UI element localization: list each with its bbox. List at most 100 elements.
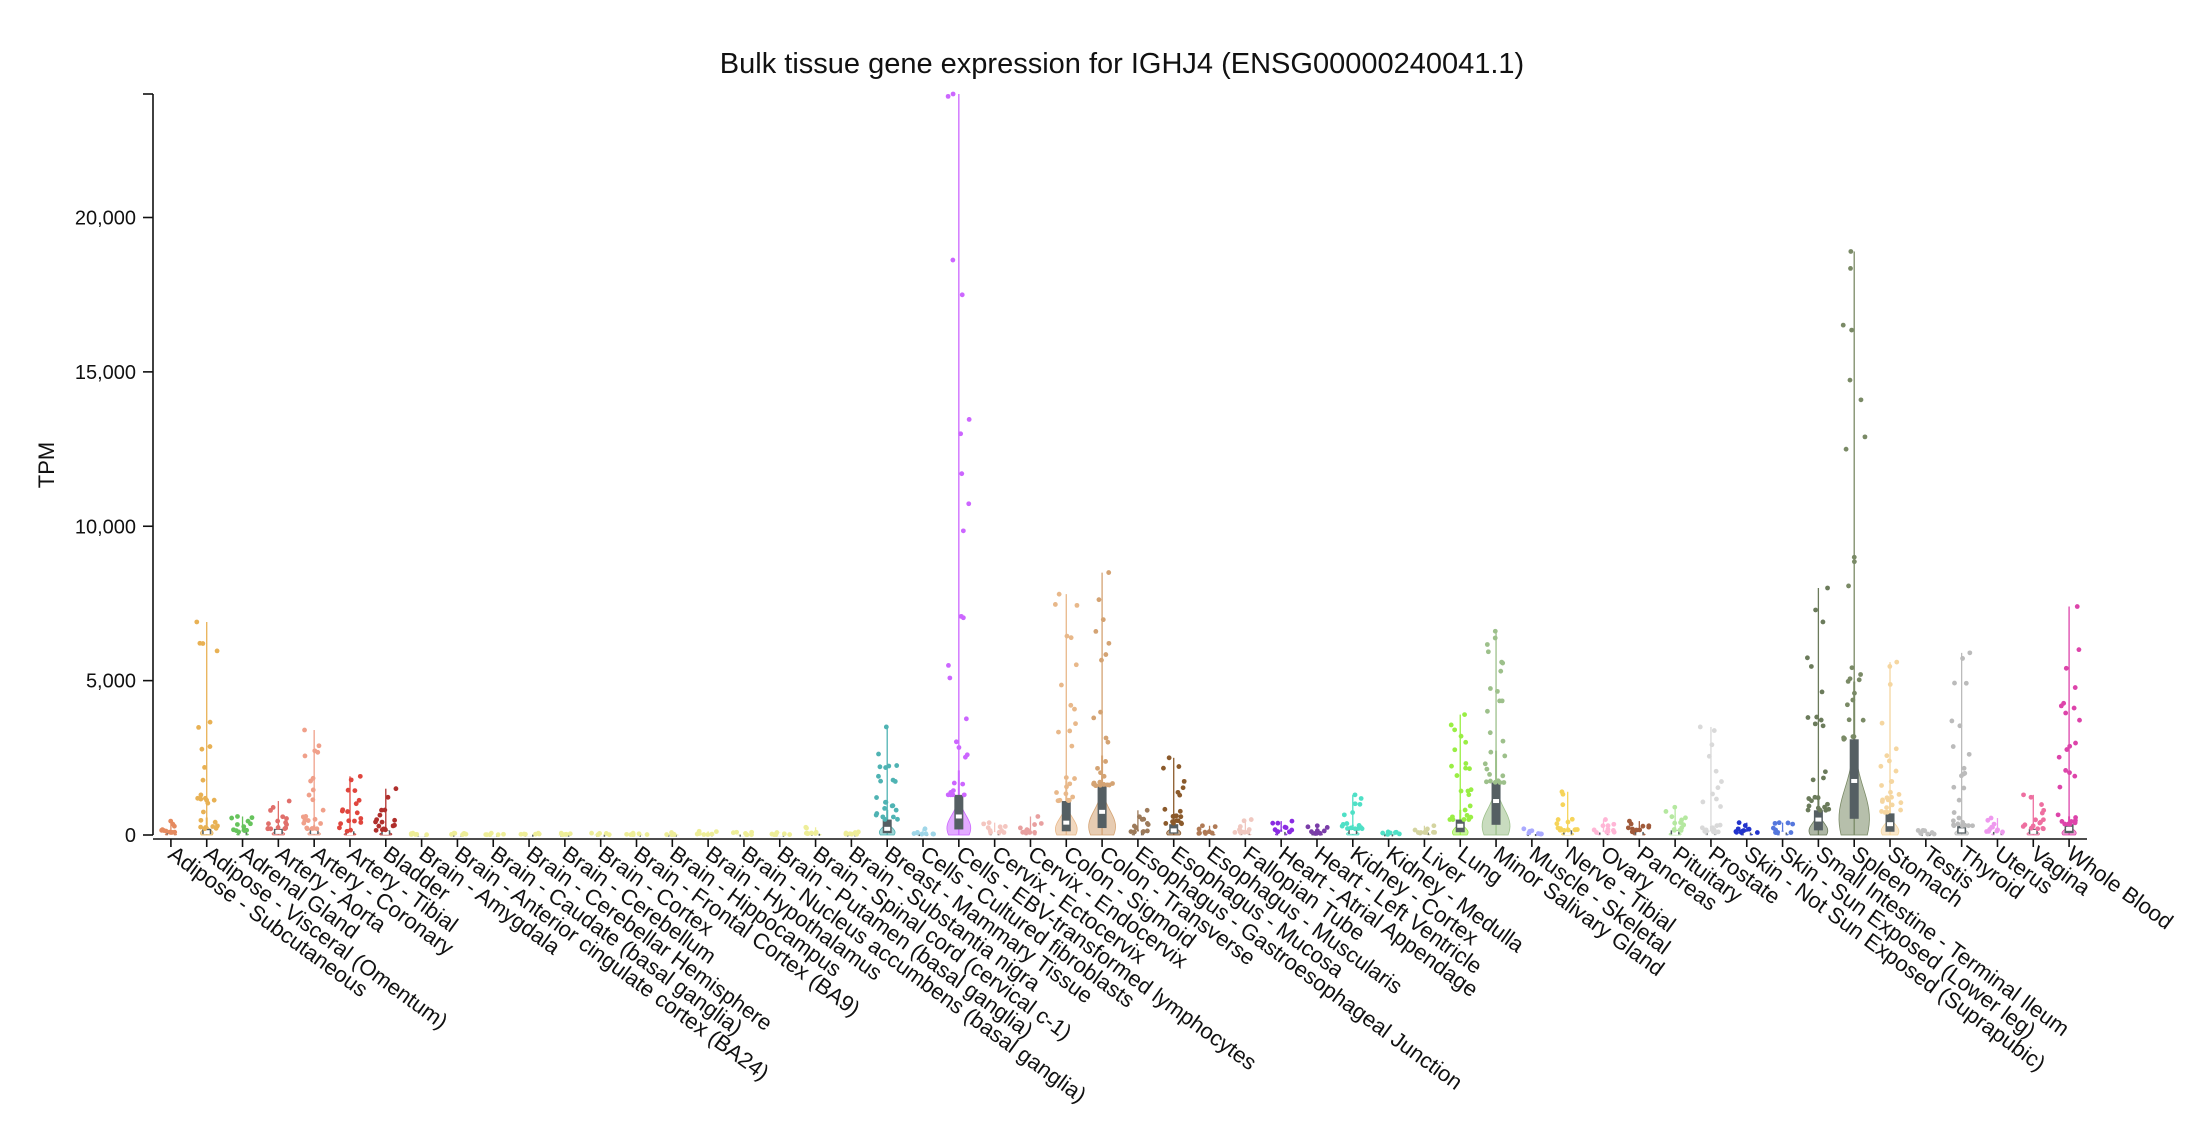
outlier-point: [1162, 806, 1168, 812]
outlier-point: [320, 807, 326, 813]
outlier-point: [275, 818, 281, 824]
outlier-point: [1181, 778, 1187, 784]
outlier-point: [1103, 759, 1108, 764]
outlier-point: [987, 828, 993, 833]
violin-group: [229, 814, 255, 836]
outlier-point: [1671, 827, 1677, 832]
violin-median: [1672, 830, 1679, 835]
violin-group: [1088, 570, 1116, 836]
outlier-point: [1056, 729, 1061, 735]
violin-group: [1770, 820, 1796, 836]
outlier-point: [1485, 708, 1490, 714]
outlier-point: [1464, 812, 1470, 818]
outlier-point: [2039, 810, 2045, 816]
outlier-point: [1710, 825, 1716, 831]
outlier-point: [1497, 780, 1503, 785]
outlier-point: [214, 648, 220, 654]
violin-median: [1349, 829, 1356, 834]
outlier-point: [1054, 790, 1059, 795]
outlier-point: [886, 763, 892, 769]
outlier-point: [340, 807, 346, 813]
violin-iqr-box: [1097, 785, 1107, 829]
violin-median: [1457, 823, 1464, 828]
outlier-point: [1966, 751, 1972, 757]
outlier-point: [1849, 665, 1855, 671]
outlier-point: [1889, 794, 1894, 800]
outlier-point: [1814, 714, 1820, 720]
outlier-point: [1063, 791, 1069, 797]
outlier-point: [1449, 763, 1454, 769]
outlier-point: [1888, 789, 1893, 795]
outlier-point: [1815, 805, 1821, 811]
outlier-point: [1915, 828, 1921, 833]
outlier-point: [1925, 831, 1931, 837]
outlier-point: [345, 809, 350, 814]
outlier-point: [730, 830, 736, 836]
outlier-point: [1966, 823, 1971, 829]
outlier-point: [1806, 803, 1812, 809]
violin-median: [633, 832, 640, 837]
outlier-point: [1385, 831, 1391, 837]
outlier-point: [986, 820, 992, 826]
violin-group: [2020, 792, 2047, 836]
outlier-point: [1197, 830, 1202, 836]
outlier-point: [283, 820, 289, 825]
outlier-point: [1352, 792, 1358, 798]
outlier-point: [1144, 828, 1150, 834]
outlier-point: [559, 831, 565, 837]
outlier-point: [890, 814, 896, 820]
outlier-point: [953, 739, 959, 745]
violin-group: [1412, 823, 1438, 837]
outlier-point: [1775, 829, 1781, 835]
violin-median: [490, 832, 497, 837]
outlier-point: [1100, 617, 1106, 623]
violin-group: [1339, 792, 1365, 836]
outlier-point: [1196, 826, 1202, 832]
violin-group: [408, 830, 430, 838]
outlier-point: [2064, 747, 2070, 752]
outlier-point: [876, 773, 881, 779]
outlier-point: [1487, 771, 1492, 777]
outlier-point: [1812, 721, 1818, 727]
outlier-point: [946, 662, 951, 668]
outlier-point: [981, 821, 987, 827]
outlier-point: [1851, 554, 1857, 560]
outlier-point: [1956, 815, 1962, 821]
outlier-point: [1710, 791, 1715, 797]
outlier-point: [1270, 820, 1276, 826]
outlier-point: [1850, 697, 1856, 703]
outlier-point: [310, 787, 316, 793]
outlier-point: [1487, 778, 1493, 784]
outlier-point: [1893, 768, 1899, 774]
outlier-point: [356, 797, 362, 803]
outlier-point: [354, 810, 360, 816]
outlier-point: [1844, 702, 1850, 708]
violin-iqr-box: [882, 819, 892, 834]
violin-group: [1270, 818, 1295, 836]
outlier-point: [1176, 764, 1182, 769]
outlier-point: [1178, 814, 1184, 820]
outlier-point: [2072, 820, 2078, 826]
outlier-point: [2063, 665, 2069, 671]
outlier-point: [1203, 831, 1208, 836]
outlier-point: [1175, 789, 1181, 795]
outlier-point: [923, 831, 929, 837]
outlier-point: [1952, 680, 1957, 686]
outlier-point: [358, 820, 364, 825]
outlier-point: [1929, 830, 1935, 835]
outlier-point: [1715, 829, 1721, 835]
outlier-point: [947, 675, 953, 681]
outlier-point: [1093, 783, 1099, 788]
outlier-point: [1825, 585, 1830, 591]
outlier-point: [1862, 434, 1868, 440]
outlier-point: [275, 825, 281, 830]
outlier-point: [1170, 813, 1176, 819]
violin-group: [265, 798, 292, 836]
outlier-point: [242, 828, 247, 833]
outlier-point: [1846, 717, 1852, 723]
outlier-point: [1714, 796, 1719, 802]
outlier-point: [567, 831, 573, 837]
outlier-point: [1241, 818, 1247, 824]
